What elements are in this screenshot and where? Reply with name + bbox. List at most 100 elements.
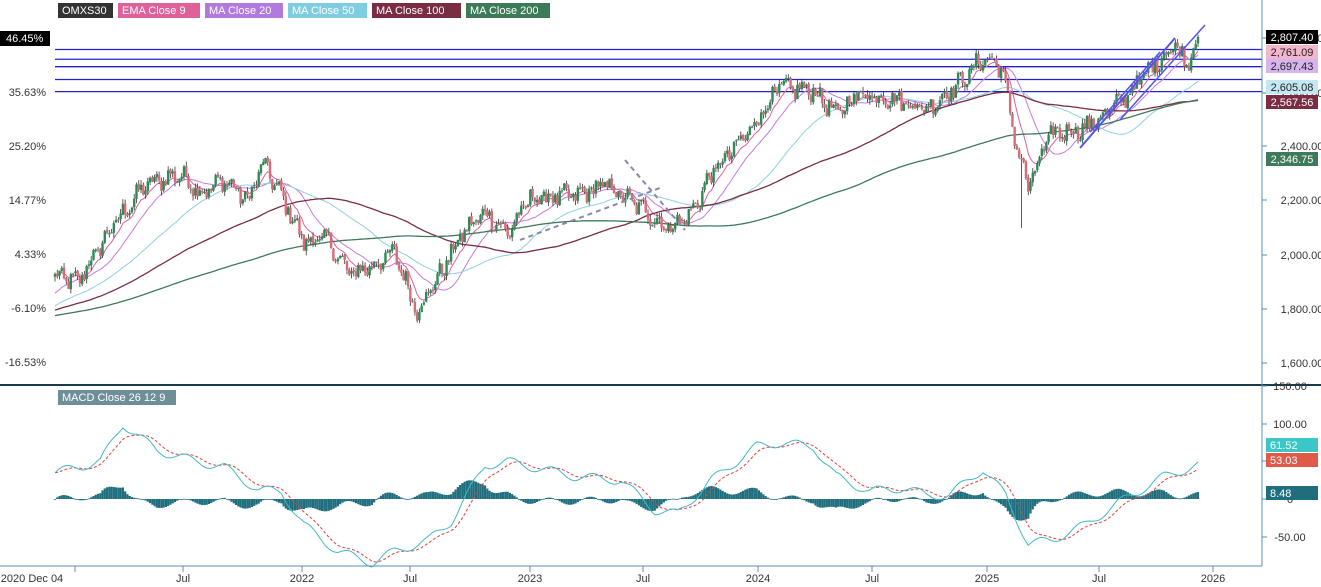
- legend-chip-5[interactable]: MA Close 200: [466, 3, 550, 18]
- candle-body: [572, 193, 575, 198]
- macd-histogram-bar: [1085, 493, 1089, 499]
- candle-body: [1156, 59, 1159, 73]
- candle-body: [895, 95, 899, 102]
- candle-body: [617, 190, 620, 197]
- macd-histogram-bar: [689, 496, 693, 499]
- candle-body: [1022, 158, 1025, 162]
- macd-histogram-bar: [162, 499, 165, 508]
- macd-histogram-bar: [203, 499, 206, 506]
- macd-histogram-bar: [69, 496, 72, 499]
- candle-body: [637, 202, 641, 215]
- candle-body: [520, 205, 523, 215]
- candle-body: [818, 87, 822, 97]
- candle-body: [635, 204, 638, 215]
- x-tick-label: 2023: [518, 573, 542, 585]
- candle-body: [730, 156, 733, 160]
- candle-body: [126, 213, 129, 216]
- candle-body: [1165, 52, 1168, 56]
- macd-histogram-bar: [241, 499, 244, 509]
- macd-histogram-bar: [189, 499, 192, 501]
- legend-chip-4[interactable]: MA Close 100: [372, 3, 461, 18]
- legend-chip-1[interactable]: EMA Close 9: [118, 3, 200, 18]
- candle-body: [228, 182, 231, 186]
- horizontal-levels: [55, 48, 1262, 93]
- candle-body: [793, 90, 797, 99]
- candle-body: [936, 106, 939, 111]
- candle-body: [959, 72, 962, 74]
- macd-histogram-bar: [388, 492, 392, 499]
- macd-histogram-bar: [583, 498, 586, 499]
- macd-histogram-bar: [803, 499, 806, 501]
- macd-histogram-bar: [1106, 492, 1109, 499]
- candle-body: [117, 219, 120, 221]
- macd-histogram-bar: [945, 498, 948, 500]
- macd-histogram-bar: [221, 497, 224, 499]
- legend-chip-0[interactable]: OMXS30: [58, 3, 113, 18]
- candle-body: [850, 104, 853, 106]
- macd-histogram-bar: [642, 499, 645, 509]
- macd-histogram-bar: [918, 498, 921, 500]
- candle-body: [696, 203, 699, 208]
- macd-histogram-bar: [674, 498, 677, 500]
- candle-body: [741, 134, 745, 140]
- dashed-trend-2: [624, 159, 686, 231]
- candle-body: [911, 106, 915, 108]
- candle-body: [979, 64, 982, 70]
- macd-histogram-bar: [590, 496, 593, 499]
- macd-histogram-bar: [676, 499, 679, 500]
- channel-line-upper: [1119, 24, 1206, 121]
- macd-histogram-bar: [105, 487, 109, 499]
- macd-histogram-bar: [662, 499, 665, 503]
- candle-body: [182, 166, 186, 177]
- macd-histogram-bar: [850, 499, 853, 509]
- macd-histogram-bar: [1022, 499, 1025, 521]
- x-tick-label: Jul: [1092, 573, 1106, 585]
- macd-histogram-bar: [574, 499, 577, 504]
- macd-histogram-bar: [597, 498, 600, 500]
- candle-body: [798, 84, 801, 89]
- macd-histogram-bar: [805, 499, 808, 502]
- macd-tick-label: -50.00: [1274, 532, 1305, 544]
- macd-histogram-bar: [1036, 499, 1039, 504]
- candle-body: [673, 222, 677, 230]
- macd-pane[interactable]: [53, 427, 1200, 568]
- macd-histogram-bar: [379, 495, 383, 499]
- macd-legend-label: MACD Close 26 12 9: [62, 392, 165, 404]
- candle-body: [565, 183, 568, 189]
- macd-legend-chip[interactable]: MACD Close 26 12 9: [58, 390, 176, 405]
- macd-histogram-bar: [391, 492, 394, 499]
- candle-body: [431, 289, 435, 291]
- price-pane[interactable]: [0, 0, 1321, 384]
- macd-histogram-bar: [904, 498, 908, 500]
- legend-chip-3[interactable]: MA Close 50: [288, 3, 367, 18]
- candle-body: [990, 56, 994, 58]
- macd-histogram-bar: [506, 491, 509, 499]
- candle-body: [1171, 50, 1175, 53]
- candle-body: [739, 135, 742, 139]
- candle-body: [780, 83, 783, 85]
- macd-histogram-bar: [941, 499, 944, 502]
- macd-histogram-bar: [1058, 499, 1062, 501]
- macd-histogram-bar: [1196, 492, 1200, 499]
- candle-body: [268, 161, 272, 179]
- macd-histogram-bar: [411, 497, 414, 499]
- macd-histogram-bar: [214, 499, 217, 501]
- legend-chip-2[interactable]: MA Close 20: [205, 3, 283, 18]
- macd-histogram-bar: [893, 499, 896, 503]
- candle-body: [409, 287, 412, 302]
- macd-histogram-bar: [81, 499, 84, 501]
- candle-body: [664, 228, 668, 231]
- macd-histogram-bar: [273, 499, 276, 501]
- macd-histogram-bar: [791, 495, 794, 499]
- macd-line: [54, 427, 1199, 568]
- left-tick-label: 25.20%: [9, 141, 47, 153]
- macd-histogram-bar: [103, 488, 106, 499]
- candle-body: [164, 181, 168, 185]
- candle-body: [142, 184, 145, 195]
- candle-body: [619, 191, 623, 195]
- candle-body: [402, 273, 405, 281]
- legend-chip-label: MA Close 200: [470, 5, 538, 17]
- candle-body: [597, 181, 600, 188]
- macd-histogram-bar: [984, 495, 987, 499]
